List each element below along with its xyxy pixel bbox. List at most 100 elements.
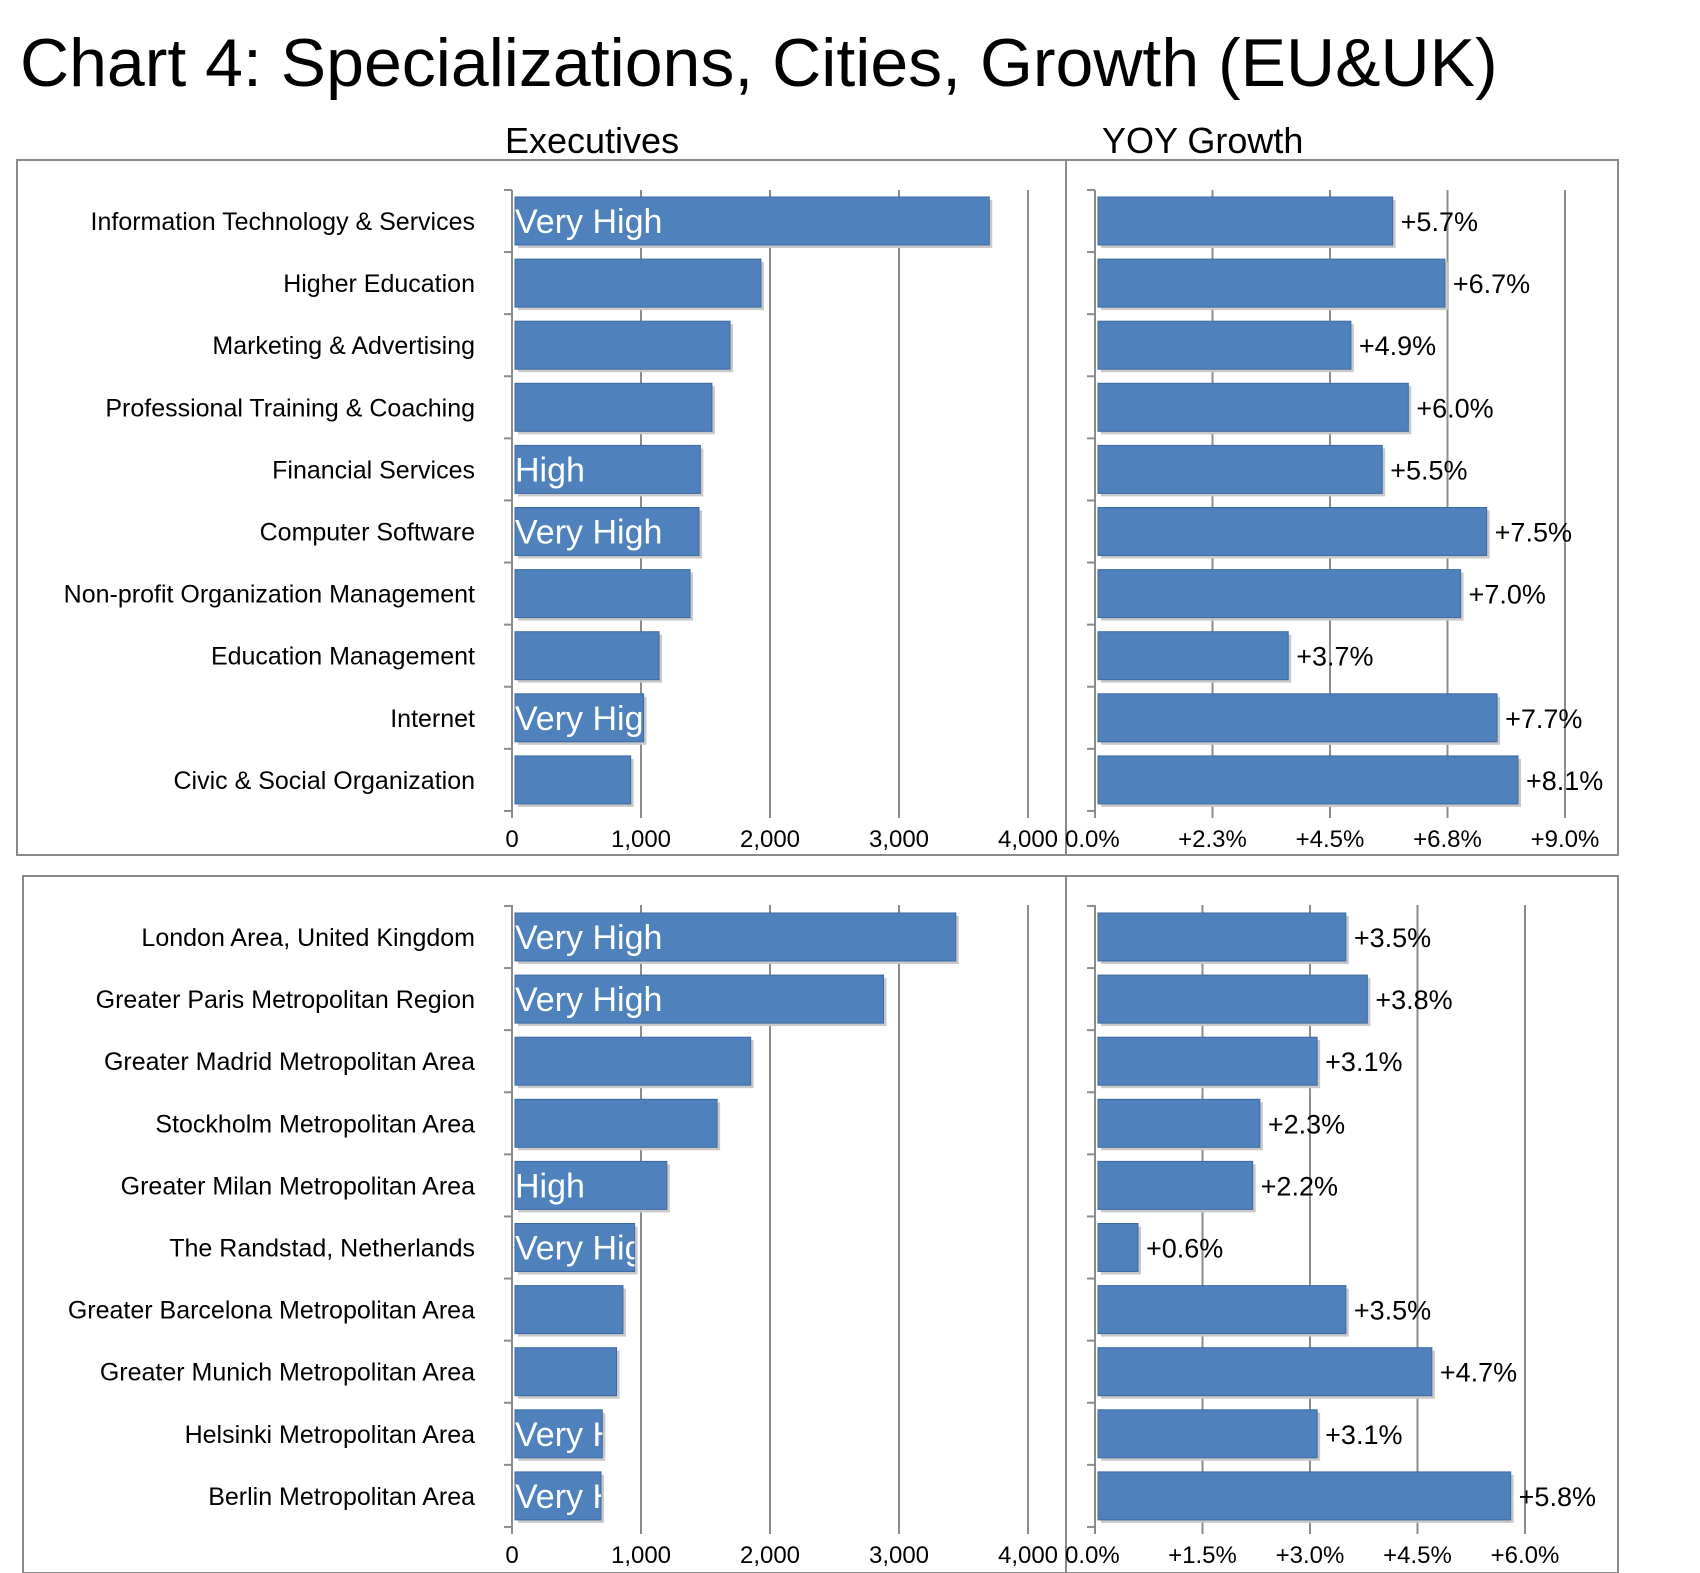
bar-spec-exec-9 (514, 755, 632, 805)
category-label: Helsinki Metropolitan Area (185, 1421, 476, 1449)
bar-city-growth-2 (1097, 1036, 1318, 1086)
category-label: Greater Munich Metropolitan Area (100, 1359, 475, 1387)
x-tick-label: 2,000 (740, 1542, 800, 1569)
bar-spec-exec-5 (514, 507, 700, 556)
bar-spec-growth-1 (1097, 258, 1446, 308)
data-label: +6.0% (1416, 393, 1493, 423)
bar-city-growth-1 (1097, 974, 1368, 1024)
bar-spec-exec-8 (514, 693, 645, 743)
bar-city-exec-3 (514, 1098, 718, 1148)
bar-spec-exec-3 (514, 382, 713, 432)
bar-inside-label: Very High (515, 1478, 662, 1516)
bar-spec-growth-8 (1097, 693, 1498, 743)
panel-frame-cities-growth (1065, 875, 1619, 1573)
data-label: +7.7% (1505, 704, 1582, 734)
bar-inside-label: Very High (515, 514, 662, 552)
data-label: +3.8% (1375, 985, 1452, 1015)
x-tick-label: +4.5% (1383, 1542, 1452, 1569)
x-tick-label: 4,000 (998, 1542, 1058, 1569)
category-label: Internet (390, 705, 475, 733)
category-label: Professional Training & Coaching (105, 394, 475, 422)
bar-city-exec-8 (514, 1409, 603, 1459)
data-label: +5.8% (1519, 1482, 1596, 1512)
bar-inside-label: High (515, 1167, 585, 1205)
data-label: +0.6% (1146, 1234, 1223, 1264)
bar-city-exec-6 (514, 1285, 624, 1335)
bar-spec-growth-9 (1097, 755, 1519, 805)
bar-city-exec-5 (514, 1223, 636, 1272)
plot-layer: 0 1,000 2,000 3,000 4,000 Information Technol… (64, 188, 1603, 1569)
bar-city-exec-4 (514, 1160, 668, 1210)
bar-inside-label: High (515, 451, 585, 489)
bar-inside-label: Very High (515, 1416, 662, 1454)
x-tick-label: 0.0% (1065, 1542, 1120, 1569)
x-tick-label: +9.0% (1531, 826, 1600, 853)
bar-spec-growth-4 (1097, 444, 1383, 494)
plot-spec-growth: 0.0% +2.3% +4.5% +6.8% +9.0% +5.7% +6.7% +4.9% +… (1065, 188, 1603, 853)
bar-city-exec-9 (514, 1471, 602, 1521)
bar-inside-label: Very High (515, 919, 662, 957)
x-tick-label: +4.5% (1296, 826, 1365, 853)
bar-city-exec-0 (514, 912, 957, 962)
bar-spec-growth-0 (1097, 196, 1394, 246)
bar-city-exec-1 (514, 974, 885, 1024)
bar-city-growth-3 (1097, 1098, 1261, 1148)
category-label: Greater Milan Metropolitan Area (121, 1172, 475, 1200)
category-label: Greater Barcelona Metropolitan Area (68, 1297, 475, 1325)
bar-spec-exec-2 (514, 320, 731, 370)
category-label: Education Management (211, 643, 475, 671)
x-tick-label: 4,000 (998, 826, 1058, 853)
plot-city-exec: 0 1,000 2,000 3,000 4,000 London Area, United… (68, 904, 1058, 1569)
chart-title: Chart 4: Specializations, Cities, Growth… (20, 25, 1498, 101)
category-label: Information Technology & Services (91, 208, 475, 236)
category-label: Civic & Social Organization (173, 767, 475, 795)
x-tick-label: 0.0% (1065, 826, 1120, 853)
bar-spec-growth-3 (1097, 382, 1409, 432)
x-tick-label: +6.8% (1413, 826, 1482, 853)
x-tick-label: 3,000 (869, 826, 929, 853)
bar-spec-growth-6 (1097, 569, 1462, 619)
bar-spec-exec-4 (514, 444, 701, 494)
bar-city-growth-4 (1097, 1160, 1254, 1210)
bar-city-growth-7 (1097, 1347, 1433, 1397)
category-label: Non-profit Organization Management (64, 581, 475, 609)
data-label: +7.5% (1495, 518, 1572, 548)
bar-city-growth-6 (1097, 1285, 1347, 1335)
data-label: +3.1% (1325, 1047, 1402, 1077)
bar-spec-exec-0 (514, 196, 990, 246)
x-tick-label: 1,000 (611, 1542, 671, 1569)
bar-spec-exec-7 (514, 631, 660, 681)
column-header-yoy-growth: YOY Growth (1102, 120, 1303, 161)
x-tick-label: +1.5% (1168, 1542, 1237, 1569)
bar-city-growth-8 (1097, 1409, 1318, 1459)
category-label: The Randstad, Netherlands (169, 1235, 475, 1263)
plot-city-growth: 0.0% +1.5% +3.0% +4.5% +6.0% +3.5% +3.8% +3.1% +… (1065, 904, 1596, 1569)
bar-city-growth-5 (1097, 1223, 1139, 1272)
bar-inside-label: Very High (515, 700, 662, 738)
data-label: +3.7% (1296, 642, 1373, 672)
data-label: +3.5% (1354, 1296, 1431, 1326)
x-tick-label: 0 (505, 1542, 518, 1569)
data-label: +3.5% (1354, 923, 1431, 953)
category-label: Marketing & Advertising (212, 332, 475, 360)
bar-city-growth-9 (1097, 1471, 1512, 1521)
category-label: Stockholm Metropolitan Area (155, 1110, 475, 1138)
bar-spec-growth-2 (1097, 320, 1352, 370)
bar-city-exec-7 (514, 1347, 617, 1397)
data-label: +2.3% (1268, 1109, 1345, 1139)
data-label: +4.7% (1440, 1358, 1517, 1388)
bar-spec-exec-6 (514, 569, 691, 619)
bar-spec-growth-7 (1097, 631, 1289, 681)
bar-inside-label: Very High (515, 1230, 662, 1268)
bar-city-growth-0 (1097, 912, 1347, 962)
data-label: +5.7% (1401, 207, 1478, 237)
plot-spec-exec: 0 1,000 2,000 3,000 4,000 Information Technol… (64, 188, 1058, 853)
column-header-executives: Executives (505, 120, 679, 161)
x-tick-label: 2,000 (740, 826, 800, 853)
bar-city-exec-2 (514, 1036, 752, 1086)
bar-inside-label: Very High (515, 981, 662, 1019)
data-label: +8.1% (1526, 766, 1603, 796)
category-label: London Area, United Kingdom (141, 924, 475, 952)
bar-spec-growth-5 (1097, 507, 1488, 556)
